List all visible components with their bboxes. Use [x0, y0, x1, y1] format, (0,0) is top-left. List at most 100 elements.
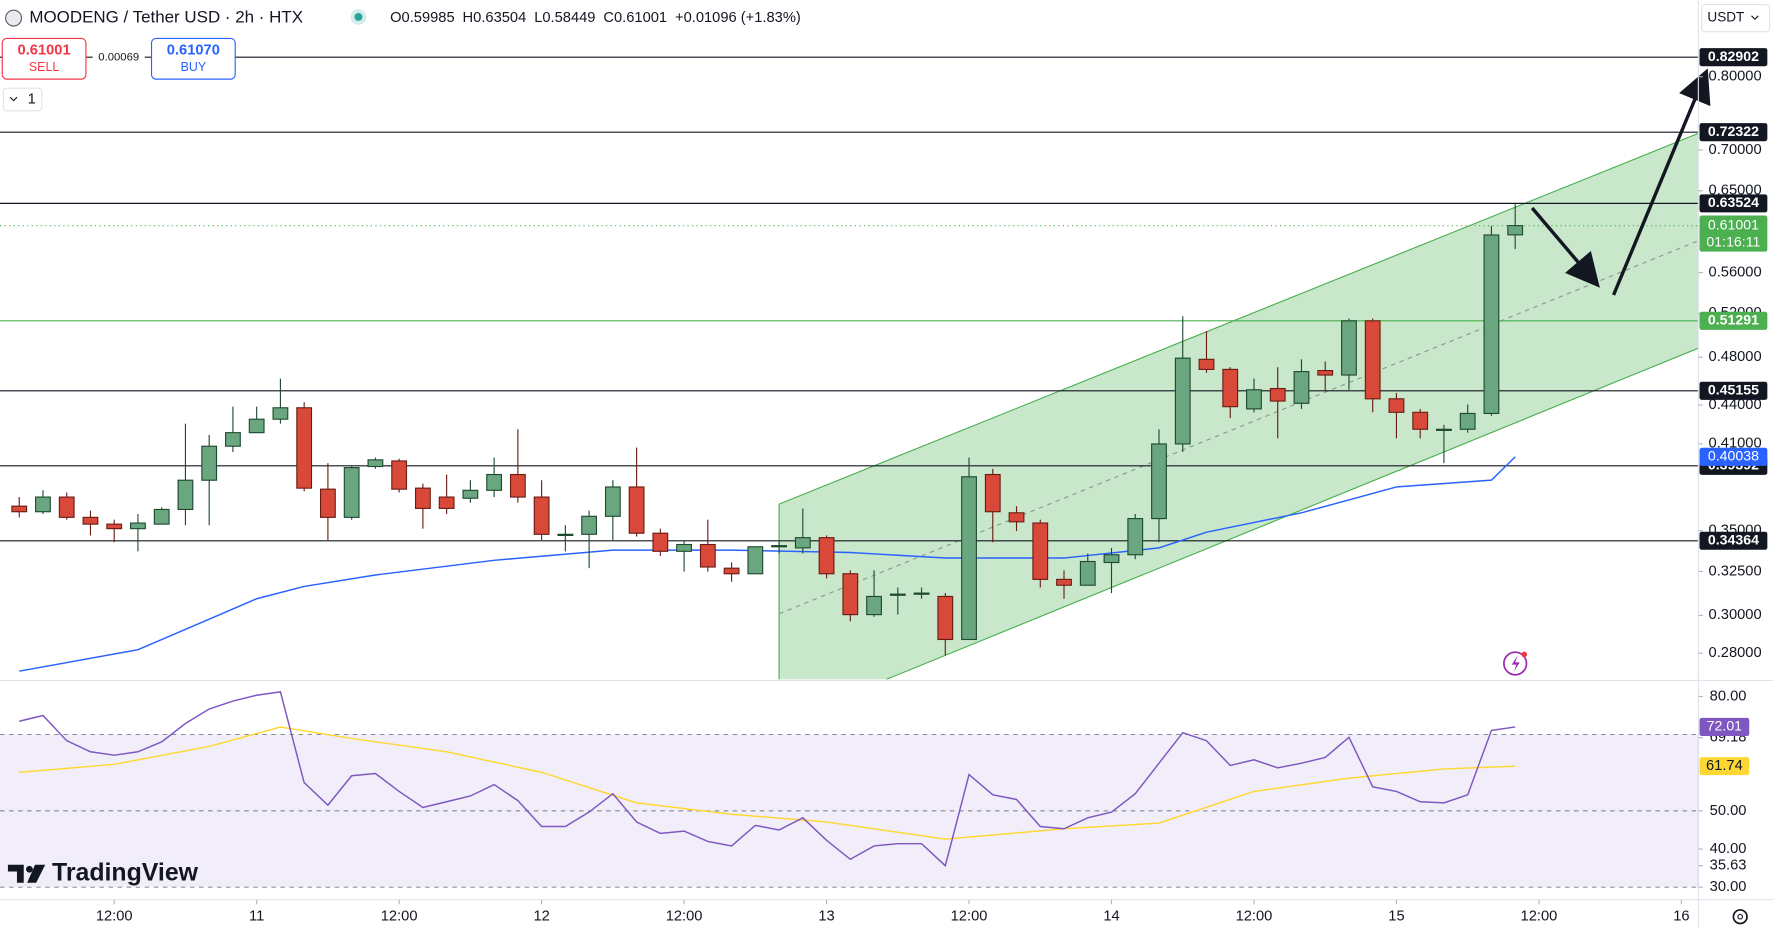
candle-body	[771, 545, 787, 548]
candle-body	[866, 595, 882, 616]
ma-line	[19, 456, 1516, 672]
x-tick-label: 11	[249, 909, 264, 925]
candle-body	[1507, 225, 1524, 236]
candle-body	[509, 473, 526, 498]
gear	[1732, 909, 1748, 925]
level-box	[1699, 381, 1768, 400]
candle-body	[1174, 357, 1191, 445]
candle-body	[1341, 320, 1357, 376]
watermark-text: TradingView	[52, 858, 199, 886]
candle-body	[462, 489, 479, 499]
x-tick-label: 12:00	[381, 909, 418, 925]
level-box	[1699, 311, 1768, 330]
candle-body	[937, 595, 954, 641]
rsi-line	[19, 691, 1516, 868]
candle-body	[1032, 522, 1049, 580]
logo-dot	[26, 865, 33, 873]
pane-toggle[interactable]	[2, 87, 43, 112]
channel-fill	[779, 133, 1699, 680]
high-value: 0.63504	[473, 10, 526, 26]
header: MOODENG / Tether USD · 2h · HTX O0.59985…	[5, 8, 801, 27]
quote-panel: 0.61001 SELL 0.00069 0.61070 BUY 1	[1, 37, 236, 112]
candle-body	[296, 407, 313, 489]
ma-label: 0.40038	[1708, 448, 1759, 464]
channel-drawing	[778, 132, 1699, 680]
candle-body	[889, 593, 906, 596]
currency-select: USDT	[1701, 3, 1771, 33]
candle-body	[367, 459, 384, 468]
currency-button[interactable]	[1701, 3, 1771, 33]
settings-icon[interactable]	[1732, 909, 1748, 925]
price-box	[1699, 215, 1768, 252]
chevron	[1751, 15, 1759, 21]
alert-ring	[1503, 651, 1528, 676]
moving-average	[19, 456, 1516, 672]
candle-body	[177, 479, 194, 511]
level-label: 0.51291	[1708, 312, 1759, 328]
logo-bar	[7, 864, 24, 883]
rsi-tick-label: 30.00	[1710, 879, 1747, 895]
buy-button[interactable]	[150, 37, 236, 80]
candle-body	[1293, 371, 1310, 404]
candle-body	[414, 487, 431, 509]
candle-body	[106, 523, 123, 530]
candle-body	[557, 533, 574, 537]
candle-body	[676, 543, 693, 552]
candle-body	[438, 496, 455, 509]
candle-body	[35, 496, 51, 513]
candle-body	[1459, 412, 1476, 430]
sell-button[interactable]	[1, 37, 87, 80]
candle-body	[82, 516, 99, 525]
logo-slash	[27, 864, 46, 883]
rsi-signal-line	[19, 726, 1516, 840]
candle-body	[604, 486, 621, 517]
candle-body	[1151, 443, 1167, 520]
candle-body	[225, 432, 241, 447]
candle-body	[842, 573, 859, 616]
change: +0.01096 (+1.83%)	[675, 10, 801, 26]
candle-body	[652, 532, 669, 552]
signal-box	[1699, 757, 1750, 776]
x-tick-label: 12	[533, 909, 549, 925]
candle-body	[58, 496, 75, 518]
level-label: 0.82902	[1708, 48, 1759, 64]
level-label: 0.34364	[1708, 531, 1759, 547]
candle-body	[1246, 389, 1262, 410]
candle-body	[723, 567, 740, 575]
candle-body	[391, 460, 408, 490]
channel-lower	[886, 347, 1699, 680]
level-box	[1699, 194, 1768, 213]
x-tick-label: 12:00	[1521, 909, 1558, 925]
countdown: 01:16:11	[1706, 233, 1760, 249]
close-label: C	[603, 10, 614, 26]
candle-body	[1436, 428, 1452, 431]
candle-body	[581, 515, 598, 535]
rsi-tick-label: 40.00	[1710, 841, 1747, 857]
candle-body	[1317, 370, 1334, 376]
x-tick-label: 12:00	[1236, 909, 1273, 925]
levels	[0, 56, 1699, 542]
high-label: H	[463, 10, 474, 26]
x-tick-label: 16	[1673, 909, 1689, 925]
candle-body	[628, 486, 645, 534]
channel-median	[778, 240, 1699, 615]
low-label: L	[534, 10, 542, 26]
y-tick-label: 0.70000	[1709, 142, 1762, 158]
alert-dot	[1521, 651, 1528, 658]
y-tick-label: 0.32500	[1709, 563, 1762, 579]
candle-body	[11, 505, 28, 513]
alert-icon[interactable]	[1503, 651, 1528, 676]
x-tick-label: 12:00	[666, 909, 703, 925]
watermark: TradingView	[7, 858, 199, 886]
arrow-down	[1530, 206, 1600, 288]
level-label: 0.45155	[1708, 382, 1759, 398]
candle-body	[130, 522, 146, 530]
ohlc: O0.59985 H0.63504 L0.58449 C0.61001 +0.01096…	[390, 10, 801, 26]
candle-body	[1127, 518, 1144, 556]
spread: 0.00069	[98, 52, 139, 64]
level-label: 0.72322	[1708, 123, 1759, 139]
candle-body	[747, 546, 764, 575]
candle-body	[1483, 234, 1500, 415]
